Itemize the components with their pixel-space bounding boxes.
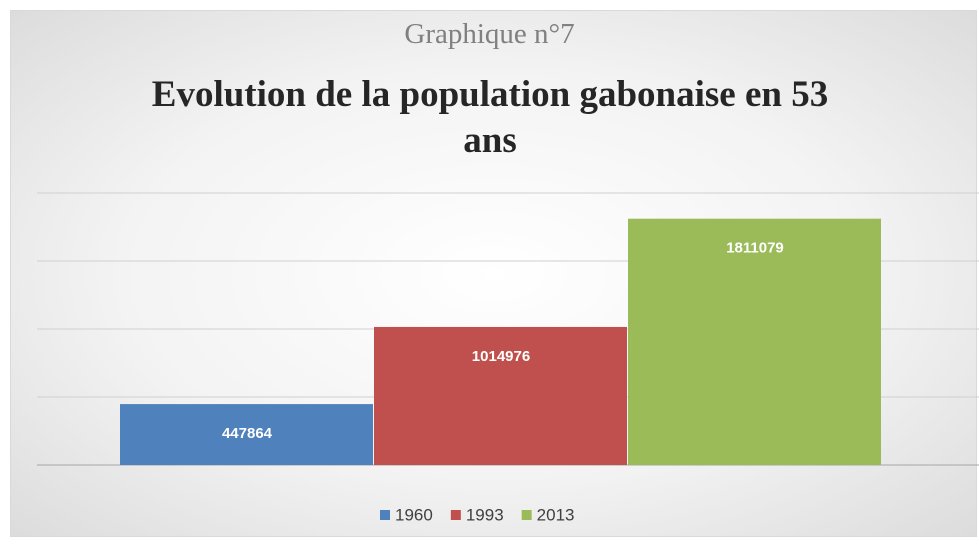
legend: 1960 1993 2013 — [380, 505, 574, 524]
legend-swatch — [380, 510, 390, 520]
legend-swatch — [450, 510, 461, 520]
bar — [374, 326, 627, 465]
legend-label: 2013 — [537, 505, 575, 524]
bar — [628, 218, 881, 465]
bar — [120, 404, 373, 465]
data-label: 1014976 — [472, 348, 530, 365]
legend-label: 1993 — [466, 505, 504, 524]
data-label: 447864 — [222, 425, 273, 442]
legend-swatch — [521, 510, 532, 520]
data-label: 1811079 — [726, 240, 784, 257]
chart-subtitle: Graphique n°7 — [404, 18, 575, 50]
chart-title: Evolution de la population gabonaise en … — [151, 74, 829, 161]
legend-label: 1960 — [395, 505, 433, 524]
